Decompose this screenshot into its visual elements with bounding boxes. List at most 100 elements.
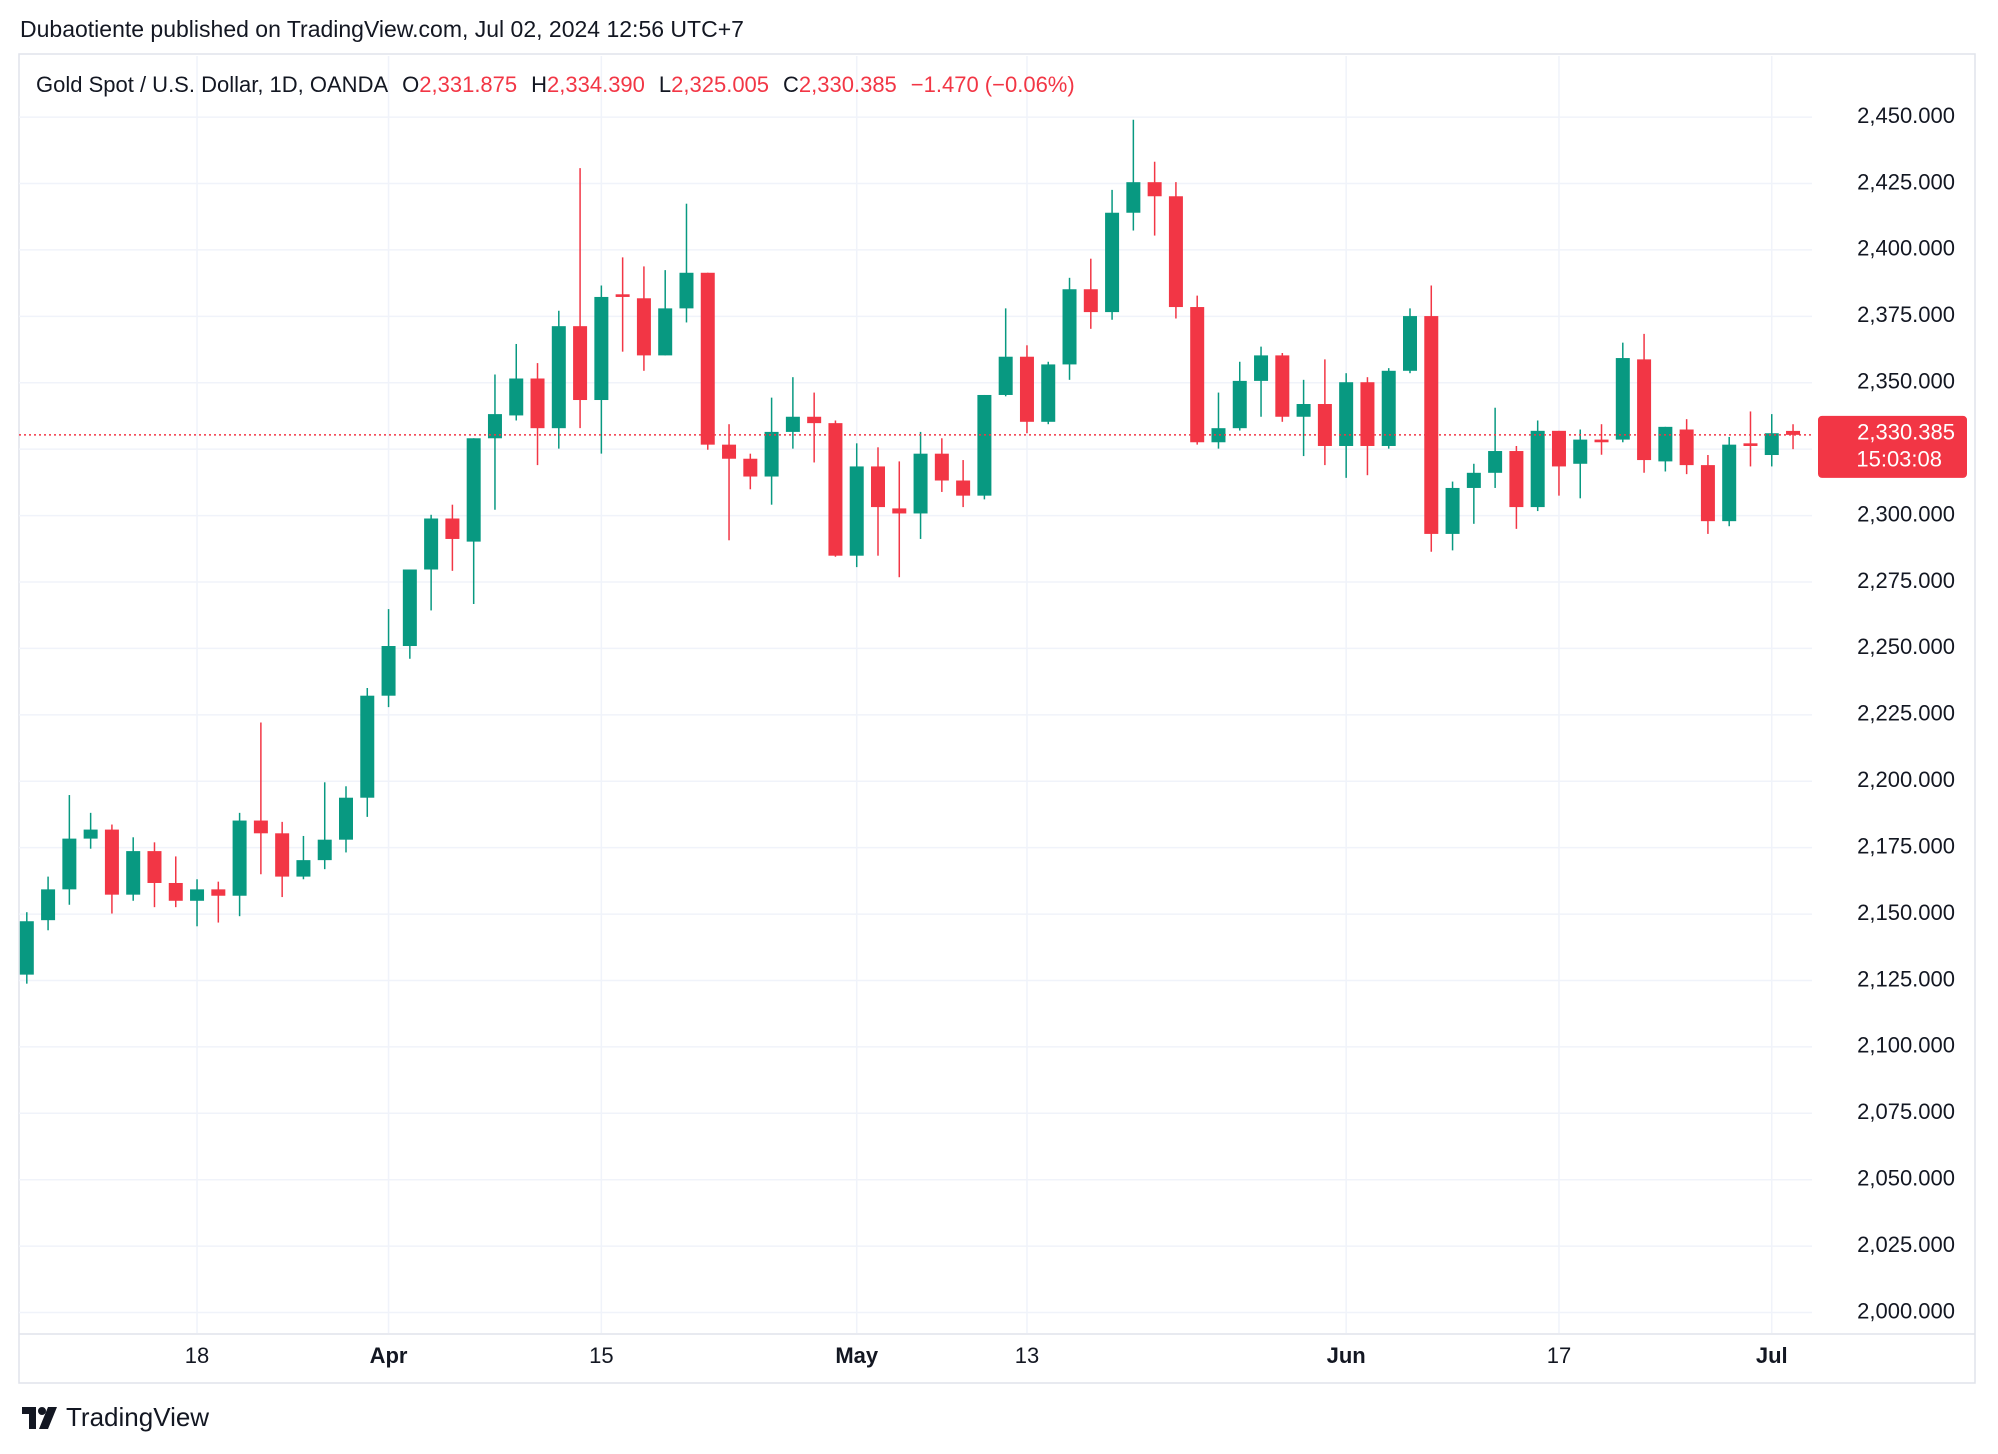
candle-body	[1509, 451, 1524, 508]
y-tick-label: 2,100.000	[1857, 1033, 1955, 1058]
candle-body	[977, 394, 992, 496]
candle-body	[1658, 426, 1673, 462]
candle-body	[700, 272, 715, 445]
candle-body	[1403, 316, 1417, 371]
candle-body	[168, 882, 183, 901]
candle-body	[956, 480, 971, 496]
legend: Gold Spot / U.S. Dollar, 1D, OANDA O2,331…	[36, 72, 1075, 98]
candle-body	[1594, 439, 1609, 443]
candle-body	[998, 356, 1013, 395]
candle-body	[594, 296, 609, 401]
close-key: C	[783, 72, 799, 97]
change: −1.470 (−0.06%)	[910, 72, 1075, 97]
candle-body	[913, 453, 928, 514]
x-tick-label: May	[835, 1343, 879, 1368]
candle-body	[1041, 364, 1056, 422]
candle-body	[785, 416, 800, 432]
y-tick-label: 2,225.000	[1857, 701, 1955, 726]
candle-body	[317, 839, 332, 861]
x-tick-label: Jun	[1327, 1343, 1366, 1368]
candle-body	[849, 466, 864, 556]
y-tick-label: 2,200.000	[1857, 767, 1955, 792]
y-tick-label: 2,000.000	[1857, 1298, 1955, 1323]
y-tick-label: 2,300.000	[1857, 501, 1955, 526]
footer: TradingView	[22, 1402, 209, 1433]
chart-frame	[18, 53, 1976, 1384]
candle-body	[1105, 212, 1120, 313]
y-tick-label: 2,375.000	[1857, 302, 1955, 327]
candle-body	[1637, 359, 1652, 461]
candle-body	[1573, 439, 1588, 464]
candle-body	[615, 294, 630, 297]
y-tick-label: 2,150.000	[1857, 900, 1955, 925]
candle-body	[1722, 444, 1737, 522]
candle-body	[1062, 289, 1077, 365]
candle-body	[1445, 487, 1460, 534]
candle-body	[147, 851, 162, 883]
candle-body	[934, 453, 949, 481]
candle-body	[19, 921, 34, 975]
candle-body	[1232, 380, 1247, 429]
candle-body	[1296, 404, 1311, 417]
symbol: Gold Spot / U.S. Dollar, 1D, OANDA	[36, 72, 389, 97]
candle-body	[1679, 429, 1694, 466]
logo	[22, 1406, 57, 1429]
x-tick-label: 17	[1547, 1343, 1571, 1368]
y-tick-label: 2,175.000	[1857, 833, 1955, 858]
candle-body	[253, 820, 268, 834]
candle-body	[1190, 307, 1205, 443]
candle-body	[1551, 430, 1566, 467]
candle-body	[1083, 289, 1098, 313]
candle-body	[1147, 182, 1162, 197]
candle-body	[1019, 356, 1034, 422]
candle-body	[126, 851, 141, 895]
high-value: 2,334.390	[547, 72, 645, 97]
y-tick-label: 2,450.000	[1857, 103, 1955, 128]
candle-body	[764, 431, 779, 477]
y-tick-label: 2,075.000	[1857, 1099, 1955, 1124]
x-tick-label: Apr	[370, 1343, 408, 1368]
y-tick-label: 2,425.000	[1857, 169, 1955, 194]
candle-body	[1424, 316, 1439, 534]
candle-body	[104, 829, 119, 895]
y-tick-label: 2,400.000	[1857, 236, 1955, 261]
candle-body	[1126, 182, 1141, 213]
candle-body	[1700, 465, 1715, 522]
candle-body	[1339, 382, 1354, 446]
x-tick-label: 15	[589, 1343, 613, 1368]
candle-body	[190, 889, 205, 901]
candle-body	[211, 889, 226, 896]
candle-body	[530, 378, 545, 429]
x-tick-label: Jul	[1756, 1343, 1788, 1368]
high-key: H	[531, 72, 548, 97]
open-key: O	[402, 72, 420, 97]
candle-body	[1764, 433, 1779, 456]
candle-body	[509, 378, 524, 416]
candle-body	[445, 518, 460, 539]
candle-body	[339, 797, 353, 840]
y-tick-label: 2,125.000	[1857, 966, 1955, 991]
brand: TradingView	[66, 1402, 210, 1432]
candle-body	[722, 444, 737, 459]
candle-body	[41, 889, 56, 921]
candle-body	[828, 423, 843, 556]
candle-body	[892, 508, 907, 514]
y-tick-label: 2,350.000	[1857, 369, 1955, 394]
price-badge-label: 2,330.385	[1857, 420, 1955, 445]
candle-body	[360, 695, 375, 798]
candle-body	[658, 308, 673, 356]
low-key: L	[658, 72, 672, 97]
candle-body	[1317, 404, 1332, 446]
candle-body	[1786, 430, 1801, 435]
y-tick-label: 2,275.000	[1857, 568, 1955, 593]
candle-body	[1488, 451, 1503, 473]
candle-body	[1211, 428, 1226, 443]
candle-body	[232, 820, 247, 896]
candle-body	[424, 518, 439, 570]
candle-body	[1530, 430, 1545, 508]
low-value: 2,325.005	[671, 72, 770, 97]
candle-body	[1254, 355, 1269, 381]
candle-body	[551, 326, 566, 429]
